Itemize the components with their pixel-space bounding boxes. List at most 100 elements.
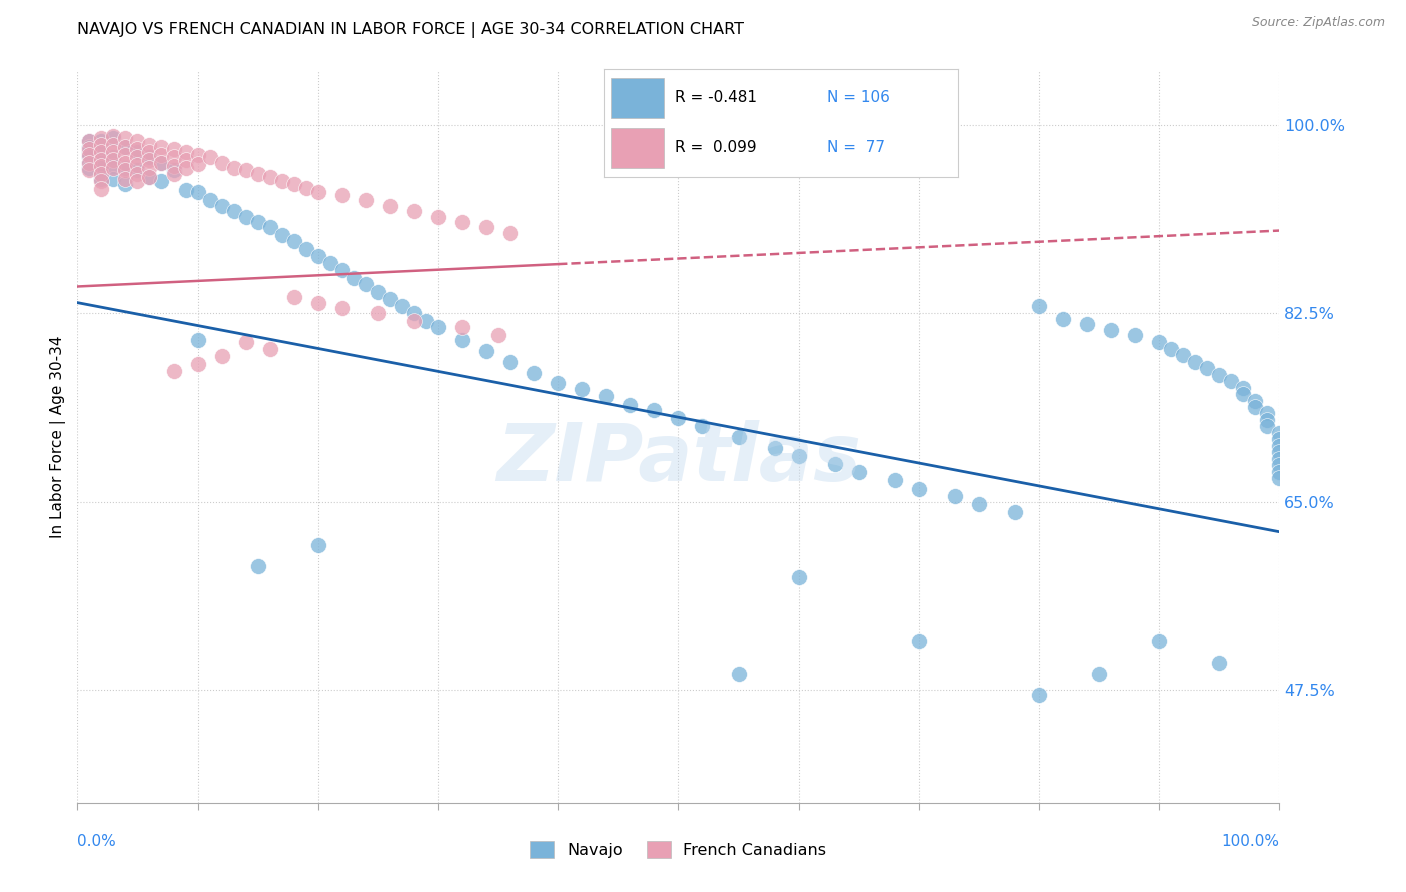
Point (174, 145, 197, 159)
Point (1268, 458, 1291, 472)
Point (378, 199, 401, 213)
Point (1256, 413, 1278, 427)
Point (103, 172, 125, 186)
Point (114, 131, 136, 145)
Point (270, 227, 292, 242)
Point (378, 293, 401, 307)
Point (127, 167, 149, 181)
Point (1268, 425, 1291, 440)
Point (114, 178, 136, 192)
Point (198, 194, 221, 208)
Point (1004, 505, 1026, 519)
Point (246, 167, 269, 181)
Point (619, 398, 641, 412)
Point (79, 134, 101, 148)
Point (883, 473, 905, 487)
Point (90, 131, 112, 145)
Point (319, 256, 342, 270)
Point (727, 666, 749, 681)
Point (103, 137, 125, 152)
Text: NAVAJO VS FRENCH CANADIAN IN LABOR FORCE | AGE 30-34 CORRELATION CHART: NAVAJO VS FRENCH CANADIAN IN LABOR FORCE… (77, 22, 744, 38)
Point (186, 357, 209, 371)
Point (90, 145, 112, 159)
Point (235, 163, 257, 178)
Point (138, 153, 160, 167)
Point (103, 159, 125, 173)
Text: ZIPatlas: ZIPatlas (496, 420, 860, 498)
Point (138, 169, 160, 184)
Point (90, 174, 112, 188)
Point (103, 145, 125, 159)
Text: 100.0%: 100.0% (1222, 834, 1279, 849)
Point (127, 142, 149, 156)
Point (90, 181, 112, 195)
Point (186, 185, 209, 199)
Point (1268, 471, 1291, 485)
Point (763, 441, 786, 455)
Point (499, 355, 522, 369)
Point (186, 148, 209, 162)
Point (90, 156, 112, 170)
Point (127, 150, 149, 164)
Point (402, 306, 425, 320)
Point (1220, 374, 1243, 388)
Point (90, 145, 112, 159)
Point (1088, 666, 1111, 681)
Point (787, 570, 810, 584)
Point (547, 376, 569, 391)
Point (499, 226, 522, 240)
Point (824, 457, 846, 471)
Point (402, 204, 425, 219)
Point (138, 169, 160, 184)
Point (283, 178, 305, 192)
Point (222, 204, 245, 219)
Point (1256, 406, 1278, 420)
Point (150, 156, 173, 170)
Point (967, 497, 990, 511)
Point (1149, 634, 1171, 648)
Point (1268, 451, 1291, 466)
Point (138, 161, 160, 176)
Point (908, 634, 931, 648)
Legend: Navajo, French Canadians: Navajo, French Canadians (524, 835, 832, 864)
Point (367, 285, 389, 299)
Point (330, 263, 353, 277)
Point (307, 249, 329, 263)
Point (186, 157, 209, 171)
Point (1099, 322, 1122, 336)
Point (90, 167, 112, 181)
Point (150, 174, 173, 188)
Point (354, 277, 377, 292)
Point (174, 183, 197, 197)
Point (127, 158, 149, 172)
Point (235, 210, 257, 224)
Point (475, 220, 498, 235)
Point (79, 161, 101, 176)
Point (643, 403, 665, 417)
Point (235, 335, 257, 350)
Point (1208, 656, 1230, 670)
Point (162, 150, 184, 164)
Point (1076, 317, 1098, 331)
Point (523, 366, 546, 380)
Point (451, 320, 474, 334)
Point (138, 137, 160, 152)
Point (79, 145, 101, 159)
Point (283, 290, 305, 304)
Point (692, 419, 714, 434)
Point (259, 342, 281, 356)
Point (259, 220, 281, 235)
Point (138, 145, 160, 159)
Point (1268, 432, 1291, 446)
Point (79, 150, 101, 164)
Point (114, 161, 136, 176)
Point (174, 161, 197, 176)
Point (307, 185, 329, 199)
Point (1256, 419, 1278, 434)
Point (127, 174, 149, 188)
Point (486, 327, 509, 342)
Point (475, 344, 498, 359)
Point (90, 167, 112, 181)
Point (222, 161, 245, 176)
Point (270, 174, 292, 188)
